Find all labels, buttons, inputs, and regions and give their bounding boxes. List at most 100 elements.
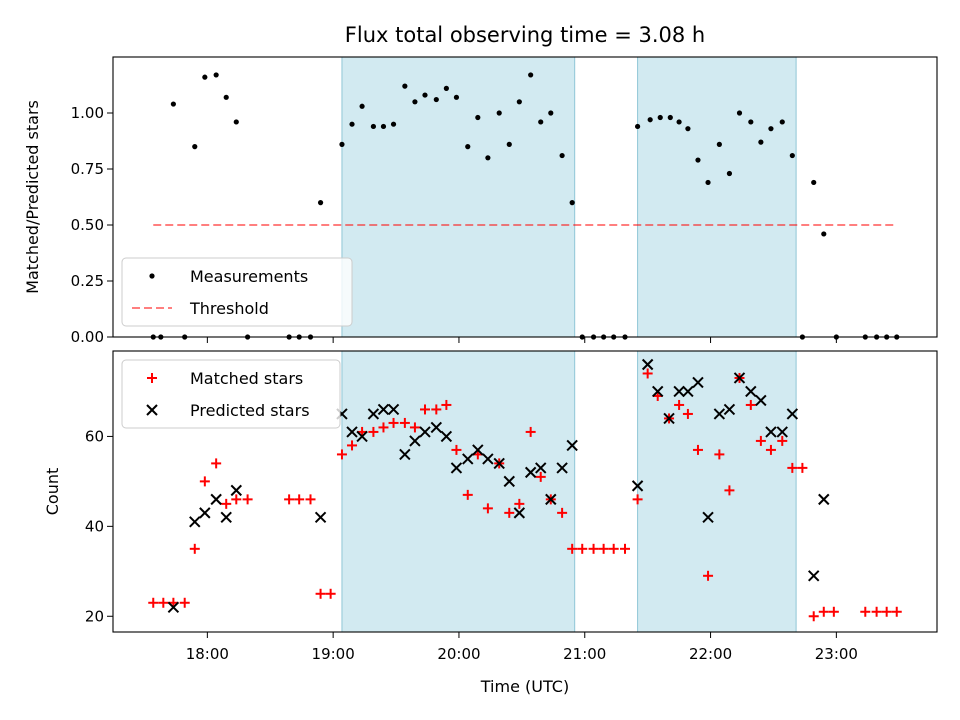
x-axis-label: Time (UTC) xyxy=(480,677,569,696)
predicted-point xyxy=(189,516,201,528)
matched-point xyxy=(305,494,316,505)
matched-point xyxy=(462,489,473,500)
matched-point xyxy=(179,597,190,608)
legend-swatch xyxy=(147,373,157,383)
measurement-point xyxy=(443,85,449,91)
y-tick-label: 40 xyxy=(85,517,104,535)
measurement-point xyxy=(667,114,673,121)
predicted-point xyxy=(713,408,726,420)
x-marker-b xyxy=(663,412,675,425)
measurement-point xyxy=(811,179,817,186)
matched-point xyxy=(368,426,379,437)
ratio-legend: Measurements Threshold xyxy=(121,257,353,327)
observing-interval-band xyxy=(637,350,797,633)
x-tick-label: 21:00 xyxy=(563,645,606,663)
legend-swatch xyxy=(149,273,155,279)
x-marker-b xyxy=(545,493,557,506)
x-marker-b xyxy=(673,385,685,398)
count-plot-frame xyxy=(112,350,938,633)
measurement-point xyxy=(506,141,512,147)
x-marker-b xyxy=(346,426,358,438)
y-tick-label: 0.00 xyxy=(71,328,104,346)
matched-point xyxy=(399,417,410,428)
measurement-point xyxy=(647,117,653,123)
count-points xyxy=(148,358,902,622)
x-marker-b xyxy=(210,493,222,506)
legend-label: Threshold xyxy=(189,299,269,318)
predicted-point xyxy=(440,430,453,443)
predicted-point xyxy=(755,394,767,407)
measurement-point xyxy=(726,170,733,177)
predicted-point xyxy=(776,426,788,438)
x-marker-b xyxy=(399,448,411,461)
x-marker-b xyxy=(146,404,158,416)
predicted-point xyxy=(167,601,180,613)
matched-point xyxy=(608,543,619,554)
predicted-point xyxy=(220,511,232,524)
x-marker-b xyxy=(462,453,474,465)
x-marker-b xyxy=(765,426,777,438)
matched-point xyxy=(482,503,493,514)
matched-point xyxy=(682,408,693,419)
measurement-point xyxy=(569,200,575,206)
matched-point xyxy=(787,462,798,473)
x-marker-b xyxy=(189,516,201,528)
observing-interval-band xyxy=(637,56,797,338)
matched-point xyxy=(336,449,347,460)
x-marker-b xyxy=(566,439,578,452)
matched-point xyxy=(755,435,766,446)
x-marker-b xyxy=(641,358,654,371)
predicted-point xyxy=(535,462,547,474)
predicted-point xyxy=(652,385,664,398)
matched-point xyxy=(199,476,210,487)
x-marker-b xyxy=(367,408,380,420)
x-tick-label: 19:00 xyxy=(312,645,355,663)
count-legend: Matched stars Predicted stars xyxy=(121,359,341,429)
measurement-point xyxy=(380,123,387,130)
x-marker-b xyxy=(776,426,788,438)
predicted-point xyxy=(663,412,675,425)
measurement-point xyxy=(705,179,711,186)
measurement-point xyxy=(538,119,544,125)
x-marker-b xyxy=(692,376,704,389)
y-tick-label: 60 xyxy=(85,427,104,445)
matched-point xyxy=(211,458,222,469)
measurement-point xyxy=(736,110,743,116)
measurement-point xyxy=(516,99,522,105)
predicted-point xyxy=(641,358,654,371)
predicted-point xyxy=(356,430,368,443)
measurement-point xyxy=(370,123,377,130)
measurement-point xyxy=(716,141,722,147)
matched-point xyxy=(714,449,725,460)
matched-point xyxy=(158,597,169,608)
matched-point xyxy=(588,543,599,554)
count-y-axis: 20 40 60 xyxy=(85,427,113,625)
measurement-point xyxy=(548,110,554,116)
matched-point xyxy=(419,404,430,415)
matched-point xyxy=(777,435,788,446)
x-marker-b xyxy=(230,484,242,497)
x-marker-b xyxy=(387,403,400,416)
predicted-point xyxy=(503,475,515,488)
predicted-point xyxy=(808,570,820,582)
predicted-point xyxy=(346,426,358,438)
x-marker-b xyxy=(167,601,180,613)
measurement-point xyxy=(695,157,701,163)
x-marker-b xyxy=(220,511,232,524)
x-marker-b xyxy=(786,408,799,420)
measurement-point xyxy=(233,119,239,125)
x-marker-b xyxy=(818,493,830,506)
legend-box xyxy=(121,257,353,327)
matched-point xyxy=(441,399,452,410)
x-tick-label: 18:00 xyxy=(186,645,229,663)
observing-intervals xyxy=(341,350,797,633)
predicted-point xyxy=(230,484,242,497)
predicted-point xyxy=(765,426,777,438)
matched-point xyxy=(745,399,756,410)
matched-point xyxy=(148,597,159,608)
x-marker-b xyxy=(503,475,515,488)
x-marker-b xyxy=(493,457,505,470)
matched-point xyxy=(797,462,808,473)
matched-point xyxy=(632,494,643,505)
matched-point xyxy=(871,606,882,617)
